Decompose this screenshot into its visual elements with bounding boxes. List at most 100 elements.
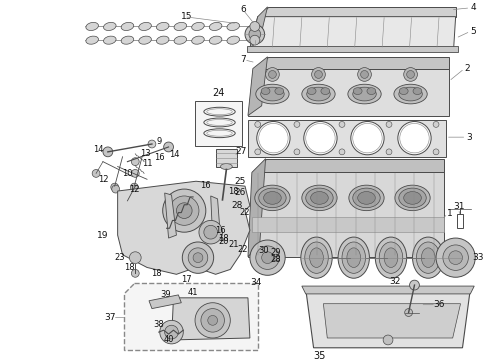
Text: 13: 13: [140, 149, 150, 158]
Circle shape: [163, 189, 206, 232]
Ellipse shape: [311, 192, 328, 204]
Polygon shape: [247, 46, 458, 52]
Circle shape: [176, 203, 192, 219]
Ellipse shape: [347, 248, 361, 267]
Ellipse shape: [353, 87, 376, 101]
Circle shape: [170, 196, 199, 225]
Text: 18: 18: [151, 269, 162, 278]
Text: 11: 11: [142, 159, 152, 168]
Text: 18: 18: [228, 186, 239, 195]
Circle shape: [257, 121, 290, 155]
Circle shape: [266, 68, 279, 81]
Circle shape: [294, 121, 300, 127]
Circle shape: [361, 71, 368, 78]
Text: 40: 40: [163, 336, 174, 345]
Ellipse shape: [394, 84, 427, 104]
Ellipse shape: [306, 188, 333, 208]
Ellipse shape: [367, 88, 376, 95]
Ellipse shape: [307, 88, 316, 95]
Circle shape: [269, 71, 276, 78]
Circle shape: [255, 149, 261, 155]
Text: 3: 3: [466, 132, 472, 141]
Circle shape: [250, 240, 285, 275]
Text: 35: 35: [313, 351, 326, 360]
Ellipse shape: [416, 242, 440, 273]
Circle shape: [131, 170, 139, 177]
Circle shape: [119, 197, 126, 205]
Circle shape: [188, 248, 208, 267]
Polygon shape: [248, 57, 268, 116]
Circle shape: [436, 238, 475, 277]
Circle shape: [199, 220, 222, 244]
Text: 34: 34: [250, 278, 262, 287]
Circle shape: [249, 28, 261, 40]
Polygon shape: [215, 210, 228, 223]
Circle shape: [443, 245, 468, 270]
Circle shape: [304, 121, 337, 155]
Ellipse shape: [139, 36, 151, 44]
Text: 25: 25: [234, 177, 246, 186]
Ellipse shape: [348, 84, 381, 104]
Circle shape: [245, 24, 265, 44]
Circle shape: [339, 149, 345, 155]
Ellipse shape: [220, 163, 232, 170]
Polygon shape: [118, 181, 250, 274]
Circle shape: [208, 315, 218, 325]
Ellipse shape: [121, 36, 134, 44]
Circle shape: [204, 225, 218, 239]
Ellipse shape: [321, 88, 330, 95]
Polygon shape: [273, 256, 279, 260]
Polygon shape: [172, 298, 250, 340]
Circle shape: [386, 121, 392, 127]
Ellipse shape: [338, 237, 369, 278]
Ellipse shape: [86, 22, 98, 31]
Text: 37: 37: [104, 313, 116, 322]
Ellipse shape: [213, 197, 230, 208]
Polygon shape: [306, 289, 470, 348]
Text: 31: 31: [453, 202, 465, 211]
Ellipse shape: [261, 88, 270, 95]
Circle shape: [404, 68, 417, 81]
Ellipse shape: [174, 22, 187, 31]
Ellipse shape: [227, 22, 240, 31]
Text: 10: 10: [122, 169, 133, 178]
Text: 18: 18: [218, 234, 229, 243]
Polygon shape: [248, 68, 449, 116]
Circle shape: [351, 121, 384, 155]
Polygon shape: [258, 7, 456, 17]
Text: 22: 22: [238, 245, 248, 254]
Ellipse shape: [156, 22, 169, 31]
Ellipse shape: [349, 185, 384, 211]
Text: 2: 2: [465, 64, 470, 73]
Circle shape: [255, 121, 261, 127]
Ellipse shape: [399, 87, 422, 101]
Polygon shape: [124, 283, 258, 350]
Circle shape: [112, 185, 120, 193]
Polygon shape: [252, 159, 444, 172]
Circle shape: [358, 68, 371, 81]
Ellipse shape: [216, 199, 227, 206]
Circle shape: [400, 123, 429, 153]
Text: 16: 16: [200, 181, 211, 190]
Circle shape: [164, 142, 173, 152]
Text: 32: 32: [389, 277, 401, 286]
Circle shape: [256, 246, 279, 269]
Text: 14: 14: [93, 145, 103, 154]
Circle shape: [129, 252, 141, 264]
Circle shape: [124, 200, 130, 206]
Circle shape: [433, 121, 439, 127]
Ellipse shape: [259, 188, 286, 208]
Text: 20: 20: [218, 238, 229, 247]
Text: 12: 12: [129, 185, 140, 194]
Text: 15: 15: [180, 12, 192, 21]
Text: 39: 39: [160, 291, 171, 300]
Polygon shape: [252, 217, 444, 232]
Text: 28: 28: [231, 201, 243, 210]
Ellipse shape: [103, 22, 116, 31]
Text: 33: 33: [472, 253, 484, 262]
Text: 22: 22: [240, 208, 250, 217]
Circle shape: [130, 183, 138, 191]
Circle shape: [407, 71, 415, 78]
Polygon shape: [165, 193, 176, 238]
Text: 41: 41: [188, 288, 198, 297]
